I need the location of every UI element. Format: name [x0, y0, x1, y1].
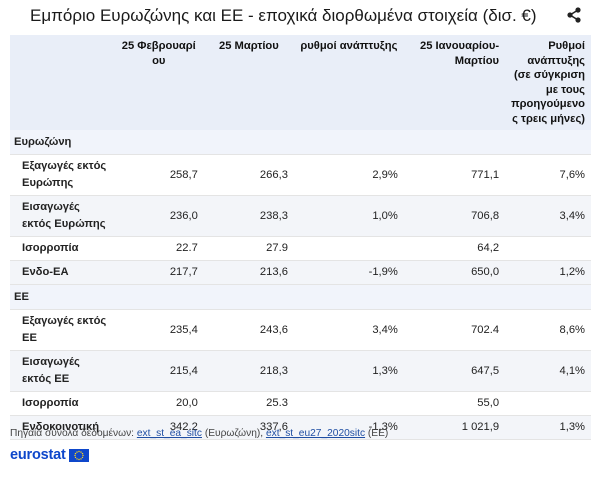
cell-mar: 27.9 [203, 236, 294, 261]
cell-growth [293, 236, 404, 261]
cell-growth3m: 8,6% [505, 309, 591, 351]
row-label: Ενδο-ΕΑ [10, 260, 114, 285]
trade-table: 25 Φεβρουαρί ου 25 Μαρτίου ρυθμοί ανάπτυ… [10, 35, 591, 440]
cell-janmar: 650,0 [403, 260, 506, 285]
eu-flag-icon [68, 448, 89, 462]
source-mid: (Ευρωζώνη), [204, 428, 264, 439]
header-growth-3m: Ρυθμοί ανάπτυξης (σε σύγκριση με τους πρ… [505, 35, 591, 130]
group-label: Ευρωζώνη [10, 130, 591, 155]
cell-feb: 217,7 [113, 260, 204, 285]
table-body: Ευρωζώνη Εξαγωγές εκτός Ευρώπης 258,7 266,3… [10, 130, 591, 440]
table-row: Εισαγωγές εκτός Ευρώπης 236,0 238,3 1,0% 706… [10, 195, 591, 237]
header-feb: 25 Φεβρουαρί ου [113, 35, 204, 130]
cell-feb: 258,7 [113, 154, 204, 196]
cell-mar: 213,6 [203, 260, 294, 285]
row-label: Ισορροπία [10, 391, 114, 416]
source-suffix: (ΕΕ) [367, 428, 389, 439]
eurostat-logo: eurostat [10, 447, 89, 463]
cell-growth: 1,0% [293, 195, 404, 237]
table-row: Ενδοκοινοτική 342.2 337,6 -1,3% 1 021,9 1,3% [10, 415, 591, 440]
cell-mar: 243,6 [203, 309, 294, 351]
cell-feb: 215,4 [113, 350, 204, 392]
cell-growth: 1,3% [293, 350, 404, 392]
cell-growth3m: 7,6% [505, 154, 591, 196]
table-row: Ισορροπία 22.7 27.9 64,2 [10, 236, 591, 261]
cell-growth: -1,3% [293, 415, 404, 440]
cell-janmar: 706,8 [403, 195, 506, 237]
cell-feb: 236,0 [113, 195, 204, 237]
group-label: ΕΕ [10, 284, 591, 310]
chart-title: Εμπόριο Ευρωζώνης και ΕΕ - εποχικά διορθ… [30, 6, 537, 25]
header-growth: ρυθμοί ανάπτυξης [293, 35, 404, 130]
cell-growth: -1,9% [293, 260, 404, 285]
cell-mar: 337,6 [203, 415, 294, 440]
table-header-row: 25 Φεβρουαρί ου 25 Μαρτίου ρυθμοί ανάπτυ… [10, 35, 591, 130]
cell-growth3m: 1,2% [505, 260, 591, 285]
cell-janmar: 64,2 [403, 236, 506, 261]
table-row: Ισορροπία 20,0 25.3 55,0 [10, 391, 591, 416]
cell-feb: 235,4 [113, 309, 204, 351]
cell-feb: 342.2 [113, 415, 204, 440]
cell-mar: 238,3 [203, 195, 294, 237]
cell-janmar: 55,0 [403, 391, 506, 416]
cell-growth3m: 3,4% [505, 195, 591, 237]
row-label: Ενδοκοινοτική [10, 415, 114, 440]
cell-growth: 3,4% [293, 309, 404, 351]
cell-growth3m [505, 236, 591, 261]
logo-text: eurostat [10, 447, 66, 463]
row-label: Εισαγωγές εκτός Ευρώπης [10, 195, 114, 237]
group-row: ΕΕ [10, 284, 591, 310]
cell-feb: 20,0 [113, 391, 204, 416]
cell-growth3m [505, 391, 591, 416]
source-link-eu[interactable]: ext_st_eu27_2020sitc [265, 428, 366, 439]
cell-mar: 218,3 [203, 350, 294, 392]
header-label-col [10, 35, 114, 130]
cell-mar: 266,3 [203, 154, 294, 196]
table-row: Εξαγωγές εκτός Ευρώπης 258,7 266,3 2,9% 771,… [10, 154, 591, 196]
table-row: Εξαγωγές εκτός ΕΕ 235,4 243,6 3,4% 702.4 8,6% [10, 309, 591, 351]
cell-janmar: 771,1 [403, 154, 506, 196]
cell-janmar: 647,5 [403, 350, 506, 392]
group-row: Ευρωζώνη [10, 130, 591, 155]
cell-growth [293, 391, 404, 416]
cell-growth: 2,9% [293, 154, 404, 196]
share-icon[interactable] [566, 7, 582, 23]
row-label: Ισορροπία [10, 236, 114, 261]
table-row: Εισαγωγές εκτός ΕΕ 215,4 218,3 1,3% 647,5 4,1… [10, 350, 591, 392]
cell-janmar: 702.4 [403, 309, 506, 351]
row-label: Εξαγωγές εκτός Ευρώπης [10, 154, 114, 196]
cell-janmar: 1 021,9 [403, 415, 506, 440]
cell-mar: 25.3 [203, 391, 294, 416]
cell-growth3m: 4,1% [505, 350, 591, 392]
source-link-ea[interactable]: ext_st_ea_sitc [136, 428, 202, 439]
source-prefix: Πηγαία σύνολα δεδομένων: [10, 428, 135, 439]
cell-feb: 22.7 [113, 236, 204, 261]
cell-growth3m: 1,3% [505, 415, 591, 440]
header-jan-mar: 25 Ιανουαρίου-Μαρτίου [403, 35, 506, 130]
row-label: Εξαγωγές εκτός ΕΕ [10, 309, 114, 351]
row-label: Εισαγωγές εκτός ΕΕ [10, 350, 114, 392]
source-note: Πηγαία σύνολα δεδομένων: ext_st_ea_sitc … [10, 428, 388, 439]
header-mar: 25 Μαρτίου [203, 35, 294, 130]
table-row: Ενδο-ΕΑ 217,7 213,6 -1,9% 650,0 1,2% [10, 260, 591, 285]
